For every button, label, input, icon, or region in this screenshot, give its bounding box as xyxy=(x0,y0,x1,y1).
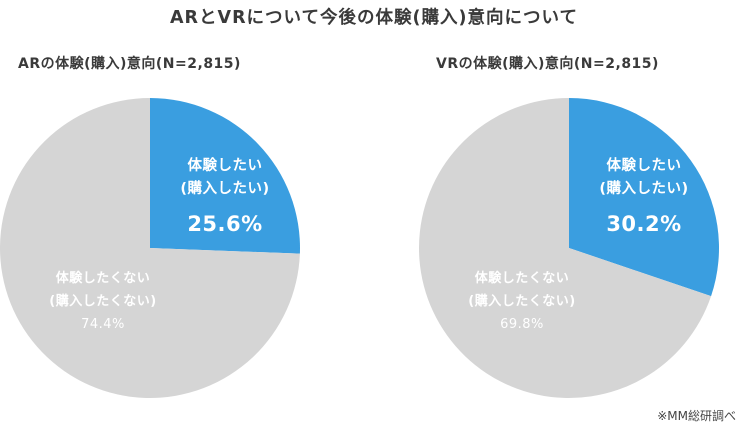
ar-not-want-value-label: 74.4% xyxy=(81,317,125,332)
vr-slice-not-want xyxy=(419,98,712,398)
ar-pie-chart: 体験したい (購入したい) 25.6% 体験したくない (購入したくない) 74.4% xyxy=(0,98,301,398)
vr-pie-chart: 体験したい (購入したい) 30.2% 体験したくない (購入したくない) 69.8% xyxy=(419,98,719,398)
source-note: ※MM総研調べ xyxy=(657,409,736,423)
ar-not-want-label-line1: 体験したくない xyxy=(56,270,151,286)
vr-slice-want xyxy=(569,98,719,297)
vr-not-want-label-line1: 体験したくない xyxy=(475,270,570,286)
ar-chart-title: ARの体験(購入)意向(N=2,815) xyxy=(18,56,241,72)
ar-want-value-label: 25.6% xyxy=(187,212,262,236)
ar-not-want-label-line2: (購入したくない) xyxy=(49,293,156,309)
ar-want-label-line2: (購入したい) xyxy=(180,179,269,197)
vr-chart-title: VRの体験(購入)意向(N=2,815) xyxy=(436,56,659,72)
vr-want-value-label: 30.2% xyxy=(606,212,681,236)
vr-want-label-line1: 体験したい xyxy=(607,156,682,174)
vr-not-want-label-line2: (購入したくない) xyxy=(468,293,575,309)
vr-want-label-line2: (購入したい) xyxy=(599,179,688,197)
ar-slice-want xyxy=(150,98,301,254)
vr-not-want-value-label: 69.8% xyxy=(500,317,544,332)
page-title: ARとVRについて今後の体験(購入)意向について xyxy=(170,8,578,28)
ar-slice-not-want xyxy=(0,98,300,398)
ar-want-label-line1: 体験したい xyxy=(188,156,263,174)
